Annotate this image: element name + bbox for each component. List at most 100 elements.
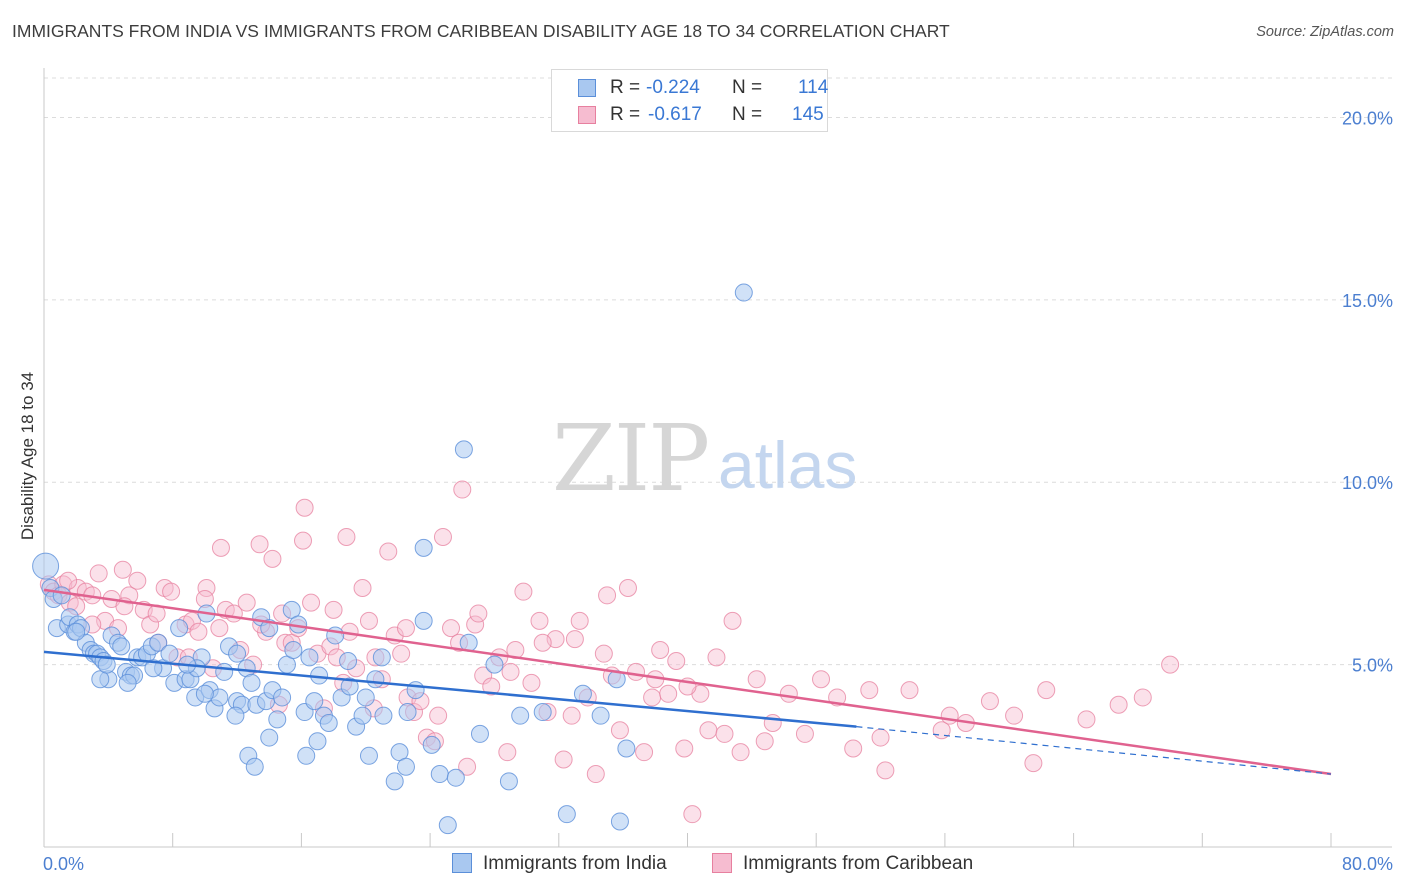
india-point bbox=[454, 440, 473, 459]
india-point bbox=[359, 746, 378, 765]
caribbean-point bbox=[210, 619, 229, 638]
legend-r-value: -0.224 bbox=[646, 77, 700, 98]
india-point bbox=[374, 706, 393, 725]
caribbean-point bbox=[844, 739, 863, 758]
india-point bbox=[144, 659, 163, 678]
caribbean-point bbox=[295, 498, 314, 517]
india-point bbox=[118, 673, 137, 692]
caribbean-point bbox=[433, 527, 452, 546]
india-point bbox=[366, 670, 385, 689]
caribbean-point bbox=[501, 662, 520, 681]
caribbean-point bbox=[113, 560, 132, 579]
caribbean-point bbox=[263, 549, 282, 568]
caribbean-point bbox=[250, 535, 269, 554]
caribbean-point bbox=[635, 743, 654, 762]
chart-title: IMMIGRANTS FROM INDIA VS IMMIGRANTS FROM… bbox=[12, 21, 950, 41]
caribbean-point bbox=[876, 761, 895, 780]
india-point bbox=[406, 681, 425, 700]
caribbean-point bbox=[324, 600, 343, 619]
india-point bbox=[610, 812, 629, 831]
tick-labels: 5.0% 10.0% 15.0% 20.0% 0.0% 80.0% bbox=[43, 108, 1393, 874]
caribbean-point bbox=[627, 662, 646, 681]
caribbean-point bbox=[237, 593, 256, 612]
caribbean-point bbox=[1024, 754, 1043, 773]
caribbean-point bbox=[128, 571, 147, 590]
caribbean-point bbox=[667, 651, 686, 670]
caribbean-point bbox=[779, 684, 798, 703]
y-tick-label: 15.0% bbox=[1342, 291, 1393, 311]
india-point bbox=[273, 688, 292, 707]
india-point bbox=[340, 677, 359, 696]
india-point bbox=[438, 816, 457, 835]
india-trend-line bbox=[43, 650, 857, 728]
india-point bbox=[446, 768, 465, 787]
caribbean-point bbox=[980, 692, 999, 711]
india-point bbox=[617, 739, 636, 758]
caribbean-point bbox=[747, 670, 766, 689]
india-point bbox=[32, 552, 60, 580]
caribbean-point bbox=[1005, 706, 1024, 725]
caribbean-point bbox=[469, 604, 488, 623]
y-axis-title: Disability Age 18 to 34 bbox=[18, 372, 37, 540]
india-point bbox=[385, 772, 404, 791]
legend-swatch-caribbean bbox=[578, 106, 596, 124]
caribbean-point bbox=[860, 681, 879, 700]
india-point bbox=[242, 673, 261, 692]
caribbean-point bbox=[353, 579, 372, 598]
trend-lines bbox=[43, 588, 1332, 776]
series-swatch-caribbean bbox=[712, 853, 732, 873]
caribbean-point bbox=[1037, 681, 1056, 700]
caribbean-point bbox=[1133, 688, 1152, 707]
caribbean-point bbox=[675, 739, 694, 758]
india-point bbox=[297, 746, 316, 765]
india-point bbox=[414, 611, 433, 630]
caribbean-point bbox=[731, 743, 750, 762]
caribbean-point bbox=[723, 611, 742, 630]
watermark: ZIP atlas bbox=[552, 405, 857, 512]
caribbean-point bbox=[1109, 695, 1128, 714]
caribbean-point bbox=[514, 582, 533, 601]
caribbean-point bbox=[458, 757, 477, 776]
caribbean-point bbox=[522, 673, 541, 692]
series-label-caribbean: Immigrants from Caribbean bbox=[743, 853, 974, 874]
caribbean-point bbox=[442, 619, 461, 638]
caribbean-point bbox=[533, 633, 552, 652]
legend-n-value: 114 bbox=[798, 77, 829, 98]
india-point bbox=[226, 706, 245, 725]
watermark-zip: ZIP bbox=[552, 405, 708, 512]
india-point bbox=[339, 651, 358, 670]
caribbean-point bbox=[651, 641, 670, 660]
india-point bbox=[319, 713, 338, 732]
caribbean-point bbox=[570, 611, 589, 630]
y-tick-label: 5.0% bbox=[1352, 656, 1393, 676]
x-tick-label: 80.0% bbox=[1342, 854, 1393, 874]
india-point bbox=[499, 772, 518, 791]
india-point bbox=[353, 706, 372, 725]
caribbean-point bbox=[699, 721, 718, 740]
india-point bbox=[52, 586, 71, 605]
caribbean-point bbox=[1077, 710, 1096, 729]
india-point bbox=[591, 706, 610, 725]
india-point bbox=[228, 644, 247, 663]
india-point bbox=[430, 765, 449, 784]
legend-n-label: N = bbox=[732, 104, 763, 125]
caribbean-point bbox=[940, 706, 959, 725]
caribbean-point bbox=[871, 728, 890, 747]
stats-legend: R = -0.224 N = 114 R = -0.617 N = 145 bbox=[551, 69, 828, 132]
grid-layer bbox=[44, 77, 1392, 666]
india-point bbox=[734, 283, 753, 302]
india-point bbox=[414, 538, 433, 557]
legend-r-label: R = bbox=[610, 77, 641, 98]
watermark-atlas: atlas bbox=[718, 428, 857, 502]
series-swatch-india bbox=[452, 853, 472, 873]
legend-r-value: -0.617 bbox=[648, 104, 702, 125]
india-point bbox=[398, 703, 417, 722]
caribbean-point bbox=[359, 611, 378, 630]
caribbean-trend-line bbox=[43, 588, 1332, 776]
series-label-india: Immigrants from India bbox=[483, 853, 667, 874]
legend-n-label: N = bbox=[732, 77, 763, 98]
india-point bbox=[97, 655, 116, 674]
caribbean-point bbox=[812, 670, 831, 689]
caribbean-point bbox=[707, 648, 726, 667]
